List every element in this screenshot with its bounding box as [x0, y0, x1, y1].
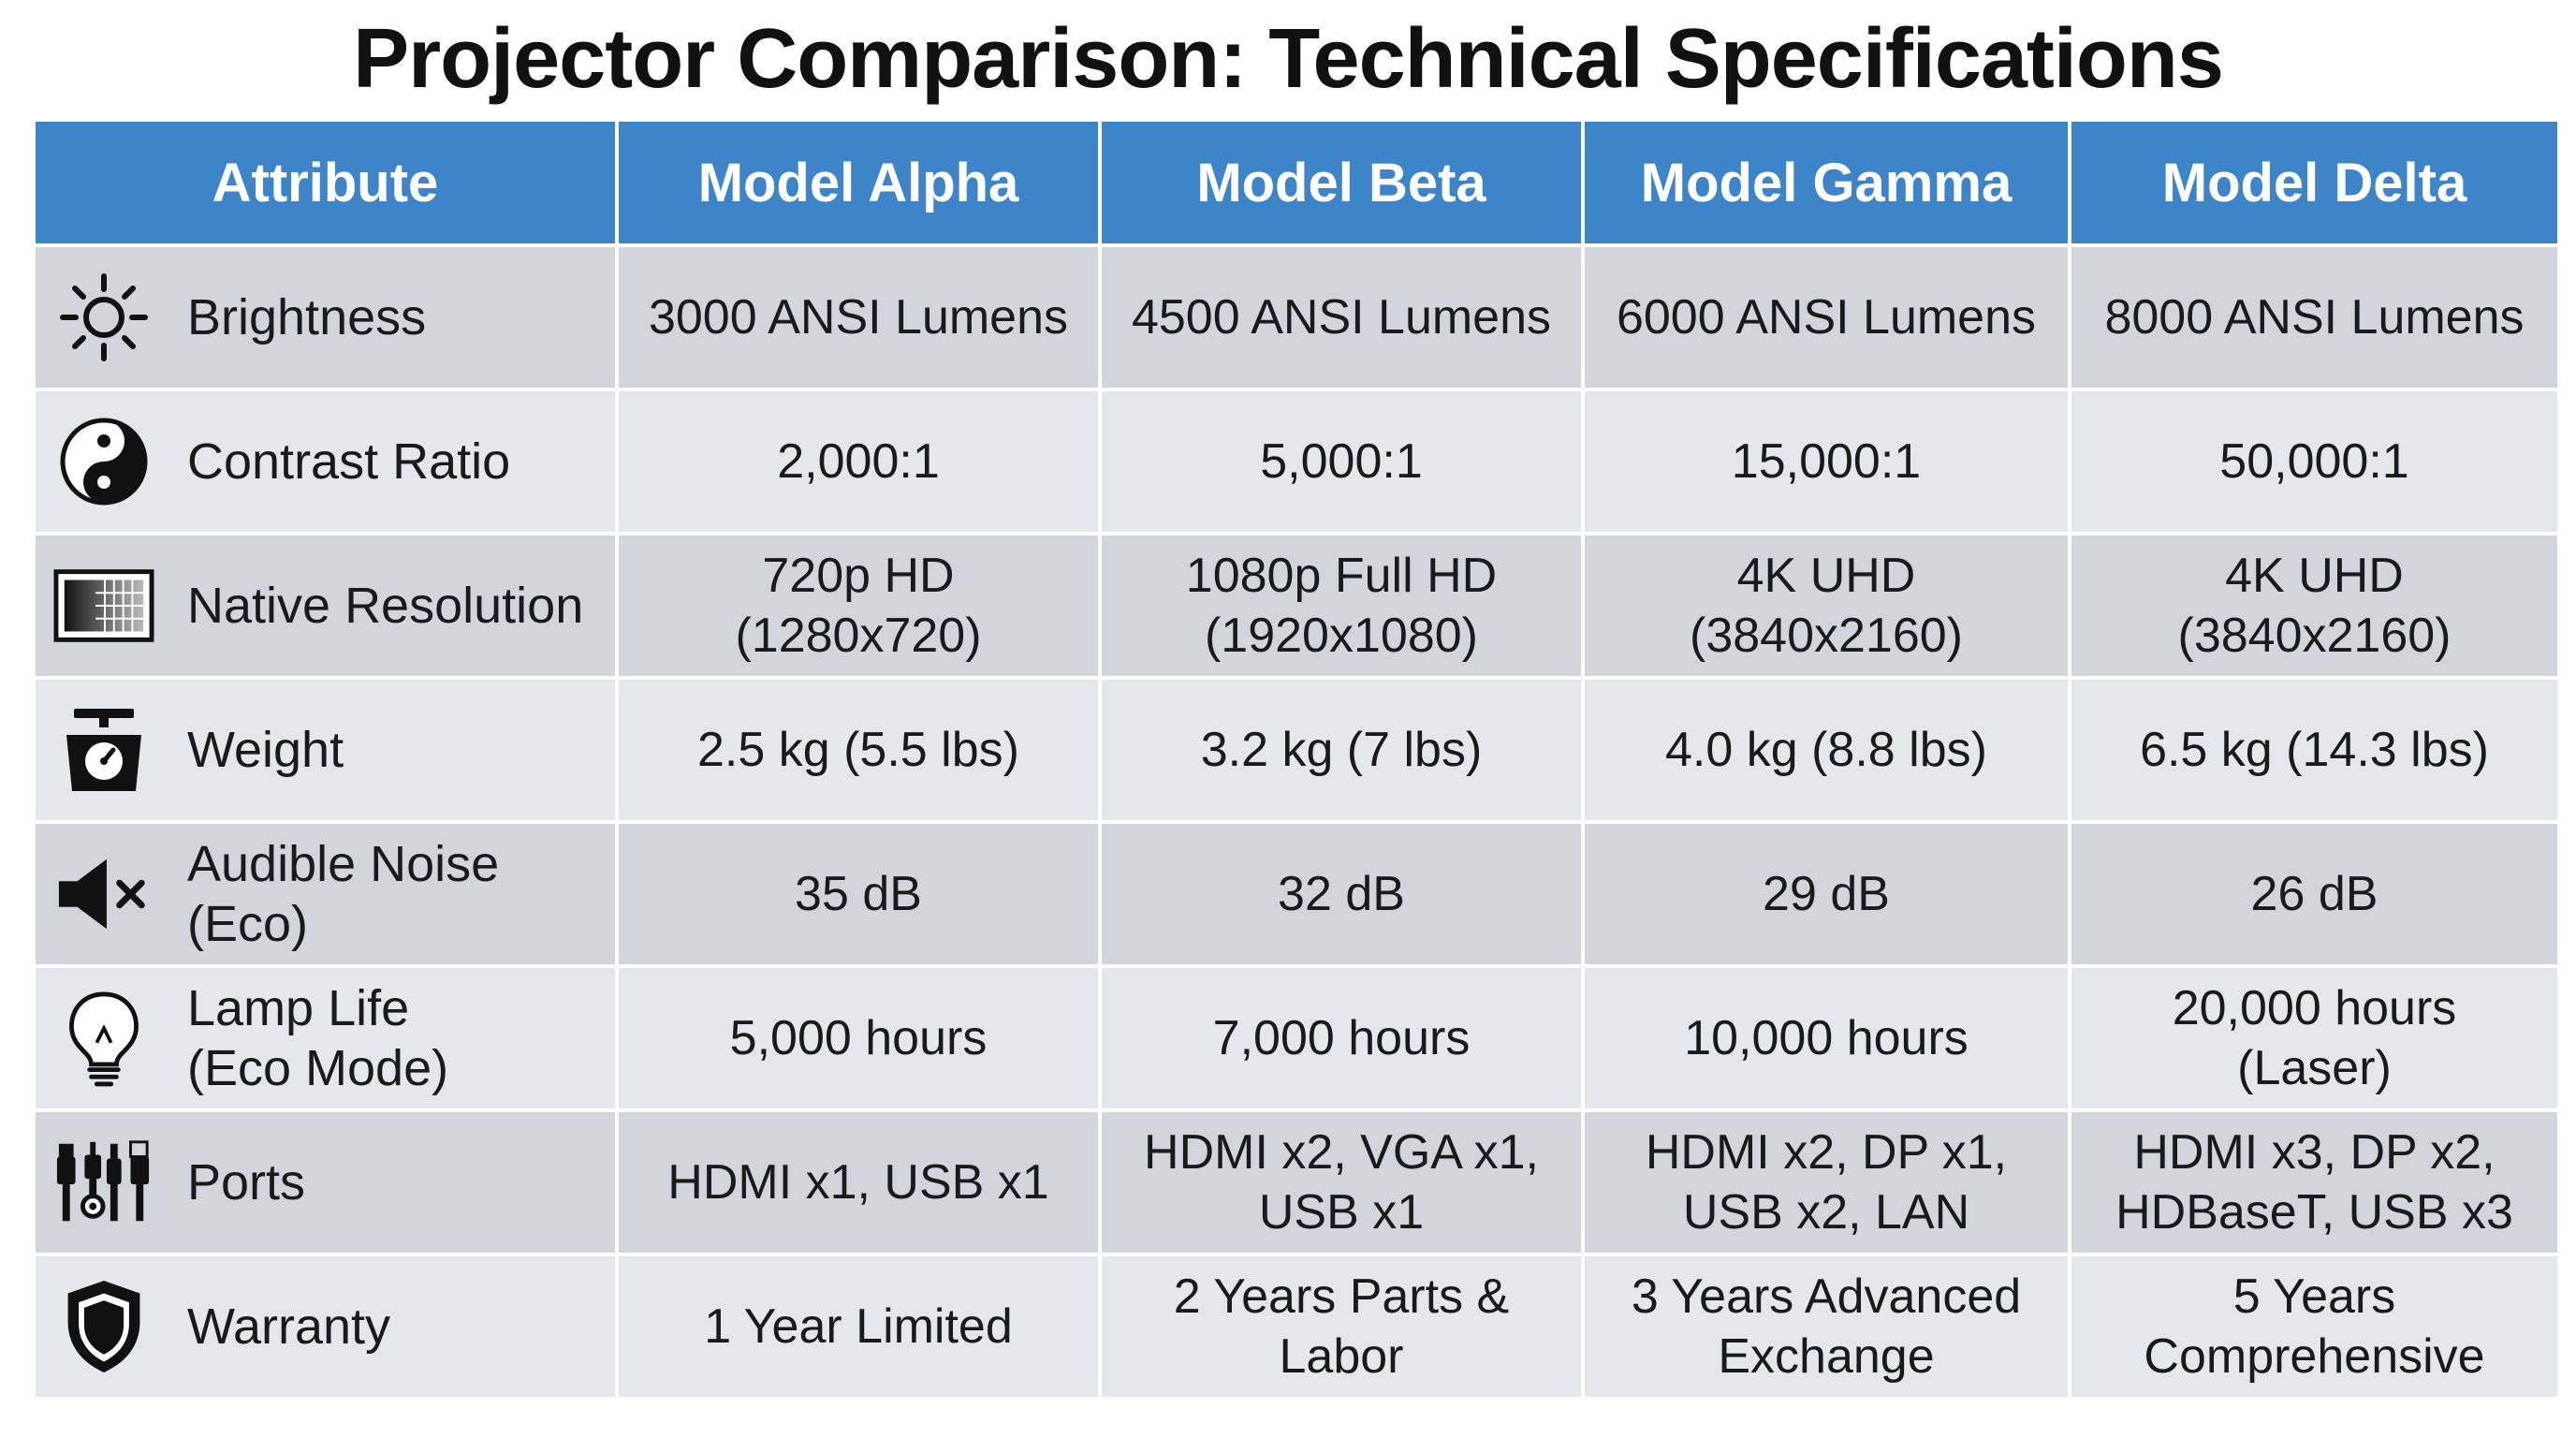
attribute-label: Audible Noise (Eco)	[187, 836, 500, 952]
resolution-grid-icon	[52, 554, 155, 657]
audible-noise-eco-model-alpha-cell: 35 dB	[619, 824, 1098, 968]
attribute-label: Weight	[187, 722, 344, 778]
yin-yang-icon	[52, 410, 155, 513]
audible-noise-eco-model-gamma-cell: 29 dB	[1585, 824, 2068, 968]
header-model-delta: Model Delta	[2071, 122, 2557, 247]
contrast-ratio-model-gamma-cell: 15,000:1	[1585, 391, 2068, 536]
warranty-model-delta-cell: 5 Years Comprehensive	[2071, 1256, 2557, 1401]
attribute-cell-contrast-ratio: Contrast Ratio	[36, 391, 615, 536]
contrast-ratio-model-alpha-cell: 2,000:1	[619, 391, 1098, 536]
attribute-label: Contrast Ratio	[187, 433, 511, 490]
speaker-mute-icon	[52, 843, 155, 946]
lamp-life-eco-mode-model-gamma-cell: 10,000 hours	[1585, 968, 2068, 1112]
native-resolution-model-alpha-cell: 720p HD (1280x720)	[619, 536, 1098, 680]
scale-icon	[52, 698, 155, 801]
lamp-life-eco-mode-model-beta-cell: 7,000 hours	[1102, 968, 1581, 1112]
attribute-label: Brightness	[187, 289, 427, 345]
sun-icon	[52, 266, 155, 369]
attribute-cell-audible-noise-eco: Audible Noise (Eco)	[36, 824, 615, 968]
weight-model-beta-cell: 3.2 kg (7 lbs)	[1102, 680, 1581, 824]
shield-icon	[52, 1275, 155, 1378]
warranty-model-gamma-cell: 3 Years Advanced Exchange	[1585, 1256, 2068, 1401]
contrast-ratio-model-delta-cell: 50,000:1	[2071, 391, 2557, 536]
attribute-cell-warranty: Warranty	[36, 1256, 615, 1401]
attribute-cell-weight: Weight	[36, 680, 615, 824]
header-model-alpha: Model Alpha	[619, 122, 1098, 247]
native-resolution-model-gamma-cell: 4K UHD (3840x2160)	[1585, 536, 2068, 680]
lamp-life-eco-mode-model-alpha-cell: 5,000 hours	[619, 968, 1098, 1112]
weight-model-alpha-cell: 2.5 kg (5.5 lbs)	[619, 680, 1098, 824]
ports-model-alpha-cell: HDMI x1, USB x1	[619, 1112, 1098, 1256]
attribute-cell-brightness: Brightness	[36, 247, 615, 391]
header-model-gamma: Model Gamma	[1585, 122, 2068, 247]
brightness-model-gamma-cell: 6000 ANSI Lumens	[1585, 247, 2068, 391]
attribute-cell-lamp-life-eco-mode: Lamp Life (Eco Mode)	[36, 968, 615, 1112]
brightness-model-delta-cell: 8000 ANSI Lumens	[2071, 247, 2557, 391]
attribute-label: Native Resolution	[187, 578, 584, 634]
warranty-model-alpha-cell: 1 Year Limited	[619, 1256, 1098, 1401]
attribute-cell-ports: Ports	[36, 1112, 615, 1256]
ports-plugs-icon	[52, 1131, 155, 1234]
spec-table: Attribute Model Alpha Model Beta Model G…	[36, 122, 2557, 1401]
brightness-model-alpha-cell: 3000 ANSI Lumens	[619, 247, 1098, 391]
header-attribute: Attribute	[36, 122, 615, 247]
weight-model-gamma-cell: 4.0 kg (8.8 lbs)	[1585, 680, 2068, 824]
ports-model-gamma-cell: HDMI x2, DP x1, USB x2, LAN	[1585, 1112, 2068, 1256]
native-resolution-model-delta-cell: 4K UHD (3840x2160)	[2071, 536, 2557, 680]
attribute-label: Lamp Life (Eco Mode)	[187, 980, 449, 1096]
audible-noise-eco-model-delta-cell: 26 dB	[2071, 824, 2557, 968]
contrast-ratio-model-beta-cell: 5,000:1	[1102, 391, 1581, 536]
audible-noise-eco-model-beta-cell: 32 dB	[1102, 824, 1581, 968]
attribute-label: Warranty	[187, 1299, 391, 1355]
lightbulb-icon	[52, 987, 155, 1090]
ports-model-delta-cell: HDMI x3, DP x2, HDBaseT, USB x3	[2071, 1112, 2557, 1256]
ports-model-beta-cell: HDMI x2, VGA x1, USB x1	[1102, 1112, 1581, 1256]
warranty-model-beta-cell: 2 Years Parts & Labor	[1102, 1256, 1581, 1401]
header-model-beta: Model Beta	[1102, 122, 1581, 247]
attribute-label: Ports	[187, 1154, 306, 1211]
lamp-life-eco-mode-model-delta-cell: 20,000 hours (Laser)	[2071, 968, 2557, 1112]
brightness-model-beta-cell: 4500 ANSI Lumens	[1102, 247, 1581, 391]
weight-model-delta-cell: 6.5 kg (14.3 lbs)	[2071, 680, 2557, 824]
native-resolution-model-beta-cell: 1080p Full HD (1920x1080)	[1102, 536, 1581, 680]
attribute-cell-native-resolution: Native Resolution	[36, 536, 615, 680]
page-title: Projector Comparison: Technical Specific…	[353, 12, 2224, 106]
